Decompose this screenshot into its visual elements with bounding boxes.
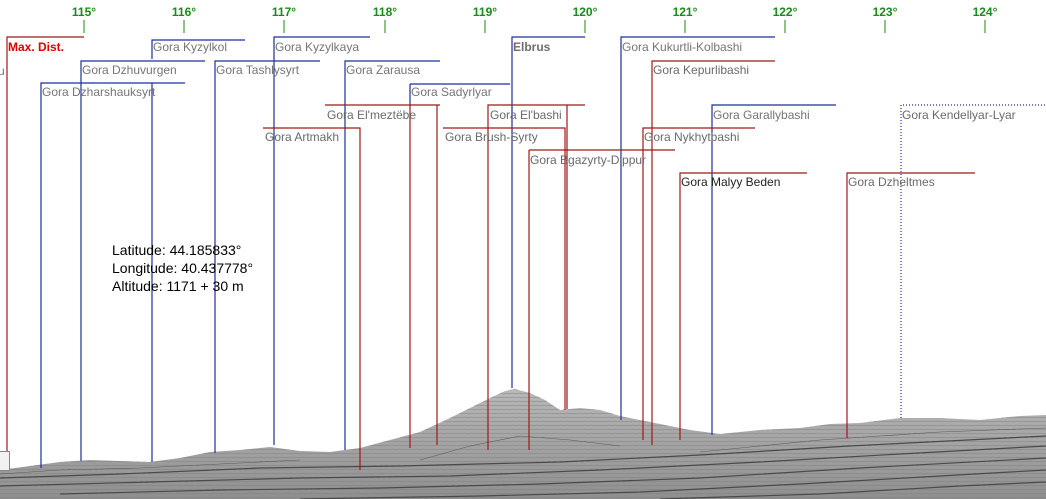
edge-control-box[interactable] <box>0 451 10 471</box>
dotted-peak-line <box>900 104 1046 418</box>
peak-label[interactable]: Gora Kukurtli-Kolbashi <box>622 40 743 54</box>
peak-label[interactable]: Gora Dzharshauksyrt <box>42 85 156 99</box>
peak-label[interactable]: Gora Kyzylkol <box>153 40 228 54</box>
peak-label[interactable]: Gora Garallybashi <box>713 108 810 122</box>
peak-label[interactable]: Gora Tashlysyrt <box>216 63 300 77</box>
degree-label-122: 122° <box>772 5 798 19</box>
degree-label-124: 124° <box>972 5 998 19</box>
altitude-text: Altitude: 1171 + 30 m <box>112 278 244 294</box>
peak-label[interactable]: Gora Kepurlibashi <box>653 63 750 77</box>
peak-label[interactable]: Gora Malyy Beden <box>681 175 781 189</box>
peak-label[interactable]: Gora Zarausa <box>346 63 421 77</box>
latitude-text: Latitude: 44.185833° <box>112 242 242 258</box>
peak-label[interactable]: Gora Artmakh <box>265 130 340 144</box>
degree-label-117: 117° <box>271 5 297 19</box>
max-distance-label: Max. Dist. <box>8 40 65 54</box>
edge-peak-label-fragment: u <box>0 64 5 78</box>
blue-peak-lines <box>40 36 836 468</box>
peak-label[interactable]: Gora El'meztëbe <box>327 108 416 122</box>
peak-label[interactable]: Gora Brush-Syrty <box>445 130 538 144</box>
red-peak-lines <box>6 36 975 470</box>
degree-label-120: 120° <box>572 5 598 19</box>
peak-label[interactable]: Gora Dzhuvurgen <box>82 63 177 77</box>
degree-ticks <box>83 20 986 33</box>
location-info: Latitude: 44.185833° Longitude: 40.43777… <box>112 241 253 295</box>
peak-label[interactable]: Gora Dzheltmes <box>848 175 935 189</box>
peak-label-elbrus[interactable]: Elbrus <box>513 40 551 54</box>
longitude-text: Longitude: 40.437778° <box>112 260 254 276</box>
peak-label[interactable]: Gora Kyzylkaya <box>275 40 360 54</box>
degree-label-123: 123° <box>872 5 898 19</box>
peak-label[interactable]: Gora Nykhytbashi <box>644 130 740 144</box>
peak-label[interactable]: Gora Bgazyrty-Dippur <box>530 153 647 167</box>
peak-label[interactable]: Gora El'bashi <box>490 108 562 122</box>
peak-label[interactable]: Gora Kendellyar-Lyar <box>902 108 1016 122</box>
degree-label-116: 116° <box>171 5 197 19</box>
degree-label-121: 121° <box>672 5 698 19</box>
degree-label-119: 119° <box>472 5 498 19</box>
terrain <box>0 389 1046 499</box>
degree-label-115: 115° <box>71 5 97 19</box>
peak-label[interactable]: Gora Sadyrlyar <box>411 85 492 99</box>
degree-label-118: 118° <box>372 5 398 19</box>
